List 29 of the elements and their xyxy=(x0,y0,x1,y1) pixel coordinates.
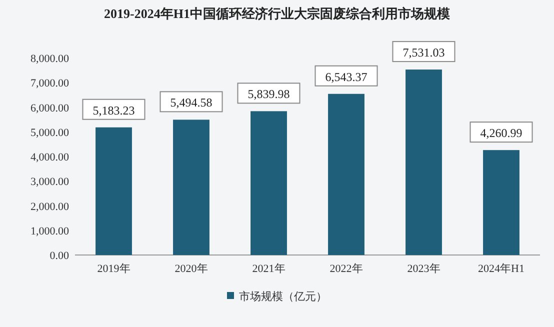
data-label: 4,260.99 xyxy=(480,126,522,140)
x-tick-label: 2023年 xyxy=(407,263,440,275)
x-tick-label: 2019年 xyxy=(97,263,130,275)
data-label: 5,839.98 xyxy=(248,87,290,102)
x-tick-label: 2020年 xyxy=(174,263,208,275)
y-tick-label: 4,000.00 xyxy=(30,152,70,164)
y-tick-label: 5,000.00 xyxy=(30,126,70,139)
bar xyxy=(328,94,364,255)
y-tick-label: 3,000.00 xyxy=(30,176,70,188)
x-tick-label: 2024年H1 xyxy=(478,263,524,275)
data-label: 5,183.23 xyxy=(92,103,135,118)
chart-title: 2019-2024年H1中国循环经济行业大宗固废综合利用市场规模 xyxy=(104,6,450,21)
data-label: 7,531.03 xyxy=(402,46,445,60)
x-tick-label: 2022年 xyxy=(330,263,363,275)
bar xyxy=(96,127,132,255)
y-tick-label: 2,000.00 xyxy=(30,200,70,213)
bar xyxy=(173,120,210,255)
data-label: 6,543.37 xyxy=(325,70,368,84)
bar xyxy=(250,111,287,255)
legend-label: 市场规模（亿元） xyxy=(239,290,327,303)
y-tick-label: 7,000.00 xyxy=(30,78,70,90)
data-label: 5,494.58 xyxy=(170,96,212,110)
bar xyxy=(406,70,442,255)
bar xyxy=(483,150,520,255)
y-tick-label: 0.00 xyxy=(50,250,70,262)
y-tick-label: 1,000.00 xyxy=(30,225,70,238)
y-tick-label: 6,000.00 xyxy=(30,102,70,114)
y-tick-label: 8,000.00 xyxy=(30,53,70,65)
x-tick-label: 2021年 xyxy=(252,263,286,275)
